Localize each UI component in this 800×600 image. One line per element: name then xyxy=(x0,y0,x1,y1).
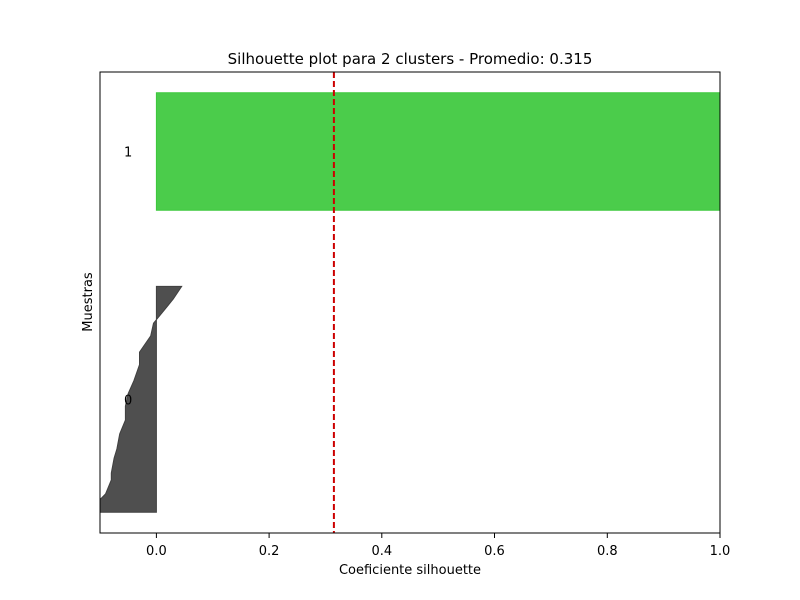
x-tick-label: 1.0 xyxy=(710,544,731,559)
x-tick-label: 0.2 xyxy=(259,544,280,559)
chart-title: Silhouette plot para 2 clusters - Promed… xyxy=(228,50,593,68)
cluster-0-silhouette xyxy=(99,285,183,513)
cluster-label: 1 xyxy=(124,146,132,161)
y-axis-label: Muestras xyxy=(81,272,96,332)
cluster-label: 0 xyxy=(124,393,132,408)
x-axis-ticks: 0.0 0.2 0.4 0.6 0.8 1.0 xyxy=(146,533,730,559)
x-axis-label: Coeficiente silhouette xyxy=(339,563,481,578)
plot-area: 01 xyxy=(99,72,721,533)
axes-frame xyxy=(99,71,721,534)
cluster-1-silhouette xyxy=(155,92,721,211)
x-tick-label: 0.4 xyxy=(371,544,392,559)
x-tick-label: 0.8 xyxy=(597,544,618,559)
x-tick-label: 0.0 xyxy=(146,544,167,559)
x-tick-label: 0.6 xyxy=(484,544,505,559)
